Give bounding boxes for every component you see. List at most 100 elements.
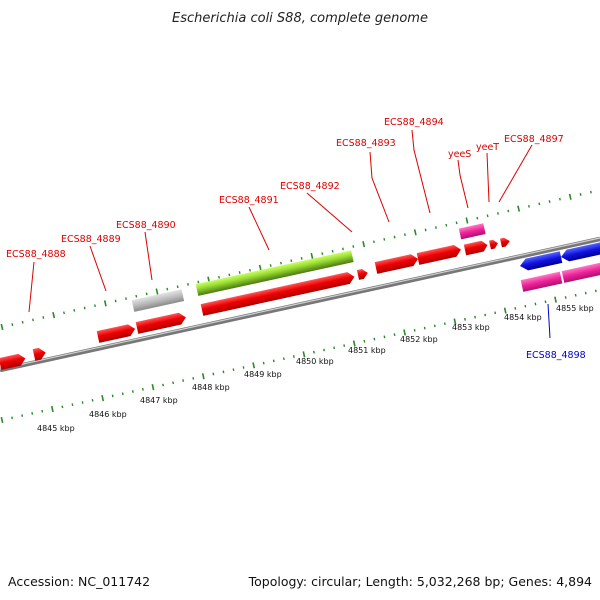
gene-label-yeet[interactable]: yeeT	[476, 142, 499, 153]
minor-tick	[494, 311, 497, 315]
minor-tick	[11, 416, 13, 420]
minor-tick	[363, 339, 366, 343]
minor-tick	[172, 381, 175, 385]
gene-arrow[interactable]	[500, 237, 511, 248]
minor-tick	[212, 372, 215, 376]
minor-tick	[476, 216, 479, 220]
minor-tick	[514, 307, 517, 310]
minor-tick	[162, 383, 164, 387]
gene-box-magenta[interactable]	[520, 271, 563, 292]
scale-label: 4846 kbp	[89, 410, 127, 419]
scale-label: 4847 kbp	[140, 396, 178, 405]
gene-arrow-ecs88-4898[interactable]	[519, 251, 563, 272]
scale-label: 4853 kbp	[452, 323, 490, 332]
upper-tick-row	[0, 190, 592, 331]
gene-box-gray[interactable]	[131, 289, 185, 312]
gene-arrow-blue[interactable]	[560, 240, 600, 262]
gene-arrow-ecs88-4890[interactable]	[135, 311, 187, 334]
minor-tick	[94, 304, 96, 308]
leader-lines	[28, 129, 551, 339]
minor-tick	[272, 359, 275, 363]
major-tick	[554, 296, 557, 303]
minor-tick	[534, 302, 537, 306]
minor-tick	[538, 202, 541, 206]
minor-tick	[433, 324, 436, 328]
major-tick	[465, 217, 469, 224]
minor-tick	[131, 390, 134, 393]
gene-arrow-ecs88-4889[interactable]	[96, 323, 137, 343]
gene-label-ecs88-4898[interactable]: ECS88_4898	[526, 350, 586, 361]
gene-arrow[interactable]	[489, 239, 499, 250]
major-tick	[517, 205, 521, 212]
minor-tick	[176, 285, 179, 289]
minor-tick	[83, 306, 86, 310]
gene-box-yees[interactable]	[458, 223, 486, 240]
major-tick	[252, 362, 256, 369]
minor-tick	[73, 309, 76, 312]
major-tick	[103, 300, 107, 307]
genome-backbone	[0, 236, 600, 373]
scale-label: 4854 kbp	[504, 313, 542, 322]
gene-arrow[interactable]	[0, 353, 27, 370]
gene-label-ecs88-4894[interactable]: ECS88_4894	[384, 117, 444, 128]
minor-tick	[249, 268, 251, 272]
major-tick	[0, 416, 4, 424]
minor-tick	[423, 326, 426, 330]
minor-tick	[63, 311, 65, 315]
accession-text: Accession: NC_011742	[8, 574, 150, 589]
minor-tick	[486, 214, 489, 218]
gene-arrow-ecs88-4894[interactable]	[416, 244, 463, 265]
gene-label-ecs88-4893[interactable]: ECS88_4893	[336, 138, 396, 149]
minor-tick	[497, 212, 499, 215]
scale-label: 4851 kbp	[348, 346, 386, 355]
minor-tick	[42, 316, 45, 319]
gene-features	[0, 223, 600, 370]
gene-box-green[interactable]	[195, 250, 354, 296]
minor-tick	[300, 256, 303, 260]
minor-tick	[197, 280, 200, 284]
gene-arrow-ecs88-4893[interactable]	[374, 253, 420, 274]
minor-tick	[141, 387, 144, 391]
gene-label-ecs88-4889[interactable]: ECS88_4889	[61, 234, 121, 245]
minor-tick	[321, 252, 324, 255]
minor-tick	[292, 355, 295, 358]
gene-label-yees[interactable]: yeeS	[448, 149, 471, 160]
minor-tick	[182, 379, 185, 382]
minor-tick	[564, 296, 567, 299]
minor-tick	[594, 289, 597, 293]
minor-tick	[290, 259, 293, 263]
minor-tick	[343, 344, 346, 347]
gene-label-ecs88-4891[interactable]: ECS88_4891	[219, 195, 279, 206]
major-tick	[568, 193, 572, 200]
minor-tick	[331, 249, 334, 253]
gene-label-ecs88-4890[interactable]: ECS88_4890	[116, 220, 176, 231]
minor-tick	[383, 335, 386, 339]
minor-tick	[91, 398, 94, 402]
minor-tick	[31, 412, 34, 415]
minor-tick	[393, 235, 396, 239]
major-tick	[453, 318, 457, 325]
gene-arrow-ecs88-4891[interactable]	[200, 271, 356, 316]
scale-label: 4848 kbp	[192, 383, 230, 392]
minor-tick	[404, 233, 406, 237]
minor-tick	[111, 394, 114, 398]
minor-tick	[61, 405, 64, 409]
minor-tick	[323, 348, 325, 352]
minor-tick	[464, 317, 466, 321]
gene-label-ecs88-4892[interactable]: ECS88_4892	[280, 181, 340, 192]
gene-arrow-ecs88-4892[interactable]	[356, 268, 369, 280]
gene-label-ecs88-4888[interactable]: ECS88_4888	[6, 249, 66, 260]
minor-tick	[507, 209, 510, 213]
minor-tick	[166, 287, 169, 291]
gene-label-ecs88-4897[interactable]: ECS88_4897	[504, 134, 564, 145]
scale-label: 4850 kbp	[296, 357, 334, 366]
minor-tick	[445, 223, 448, 227]
major-tick	[403, 329, 406, 336]
minor-tick	[21, 320, 24, 324]
minor-tick	[313, 350, 315, 354]
gene-arrow-yeet[interactable]	[463, 240, 489, 256]
minor-tick	[579, 193, 582, 196]
gene-box-magenta[interactable]	[561, 261, 600, 283]
gene-arrow[interactable]	[32, 347, 47, 361]
scale-label: 4852 kbp	[400, 335, 438, 344]
